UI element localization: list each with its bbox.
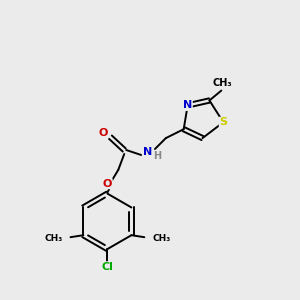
Text: O: O — [103, 179, 112, 189]
Text: CH₃: CH₃ — [152, 234, 170, 243]
Text: CH₃: CH₃ — [212, 78, 232, 88]
Text: N: N — [183, 100, 192, 110]
Text: N: N — [143, 147, 153, 157]
Text: Cl: Cl — [101, 262, 113, 272]
Text: S: S — [219, 117, 227, 127]
Text: CH₃: CH₃ — [44, 234, 63, 243]
Text: H: H — [153, 151, 161, 161]
Text: O: O — [99, 128, 108, 138]
